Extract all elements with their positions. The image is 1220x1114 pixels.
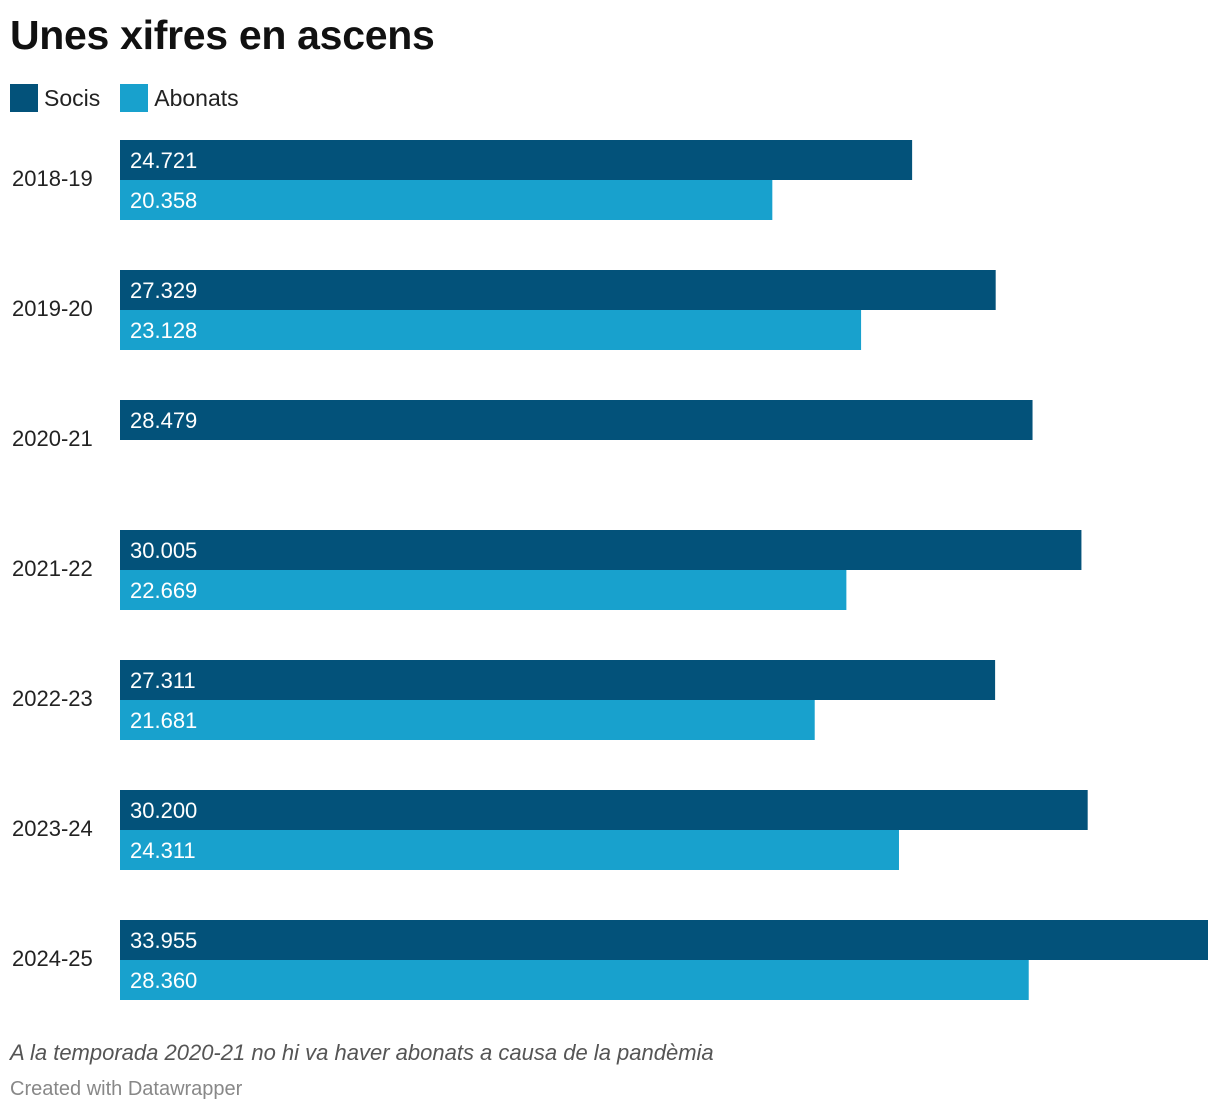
value-label: 24.311 <box>130 838 196 863</box>
bar-abonats <box>120 830 899 870</box>
value-label: 33.955 <box>130 928 197 953</box>
legend-swatch-socis <box>10 84 38 112</box>
legend-item-socis: Socis <box>10 84 100 112</box>
legend-swatch-abonats <box>120 84 149 112</box>
legend-label-abonats: Abonats <box>154 84 239 111</box>
value-label: 23.128 <box>130 318 197 343</box>
value-label: 27.311 <box>130 668 196 693</box>
value-label: 30.005 <box>130 538 197 563</box>
value-label: 30.200 <box>130 798 197 823</box>
bar-socis <box>120 790 1088 830</box>
category-label: 2020-21 <box>12 426 93 451</box>
chart-title: Unes xifres en ascens <box>10 12 435 58</box>
value-label: 28.479 <box>130 408 197 433</box>
category-label: 2022-23 <box>12 686 93 711</box>
legend-item-abonats: Abonats <box>120 84 239 112</box>
bar-socis <box>120 400 1033 440</box>
bar-socis <box>120 920 1208 960</box>
bar-abonats <box>120 960 1029 1000</box>
bar-abonats <box>120 570 847 610</box>
category-label: 2019-20 <box>12 296 93 321</box>
value-label: 21.681 <box>130 708 197 733</box>
value-label: 27.329 <box>130 278 197 303</box>
value-label: 22.669 <box>130 578 197 603</box>
category-label: 2021-22 <box>12 556 93 581</box>
value-label: 20.358 <box>130 188 197 213</box>
bar-socis <box>120 660 996 700</box>
value-label: 28.360 <box>130 968 197 993</box>
chart-note: A la temporada 2020-21 no hi va haver ab… <box>10 1040 714 1065</box>
value-label: 24.721 <box>130 148 197 173</box>
category-label: 2018-19 <box>12 166 93 191</box>
bar-abonats <box>120 180 773 220</box>
bar-socis <box>120 270 996 310</box>
bar-abonats <box>120 700 815 740</box>
category-label: 2023-24 <box>12 816 93 841</box>
credit-link[interactable]: Created with Datawrapper <box>10 1078 243 1100</box>
bar-socis <box>120 530 1082 570</box>
legend-label-socis: Socis <box>44 84 101 111</box>
bar-socis <box>120 140 913 180</box>
legend: Socis Abonats <box>10 84 239 112</box>
category-label: 2024-25 <box>12 946 93 971</box>
bar-abonats <box>120 310 862 350</box>
